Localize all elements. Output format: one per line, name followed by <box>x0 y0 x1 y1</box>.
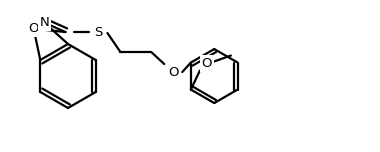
Text: S: S <box>94 26 103 39</box>
Text: O: O <box>168 66 179 79</box>
Text: O: O <box>202 57 212 70</box>
Text: O: O <box>28 22 39 35</box>
Text: N: N <box>40 16 49 29</box>
